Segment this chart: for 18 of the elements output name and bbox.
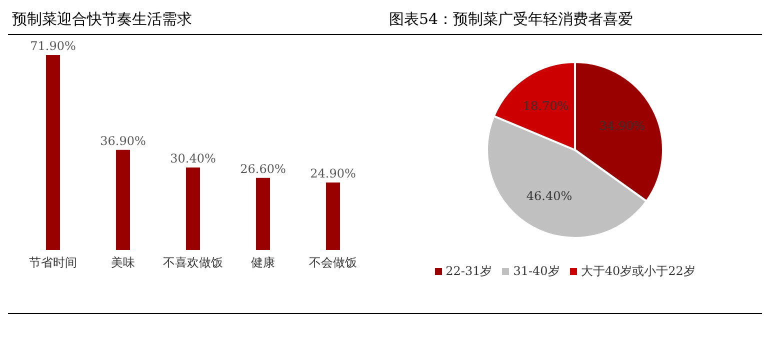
x-tick-label: 美味 — [111, 256, 135, 270]
data-label: 30.40% — [170, 152, 216, 166]
data-label: 26.60% — [240, 162, 286, 176]
chart-title: 预制菜迎合快节奏生活需求 — [8, 8, 385, 35]
data-label: 34.90% — [599, 118, 645, 133]
x-tick-label: 健康 — [251, 256, 275, 270]
data-label: 71.90% — [30, 39, 76, 53]
x-tick-label: 不会做饭 — [309, 256, 357, 270]
x-tick-label: 节省时间 — [29, 256, 77, 270]
legend-label: 22-31岁 — [446, 264, 492, 278]
data-label: 18.70% — [522, 99, 569, 114]
legend-label: 31-40岁 — [513, 264, 560, 278]
data-label: 36.90% — [100, 134, 146, 148]
chart-title: 图表54：预制菜广受年轻消费者喜爱 — [385, 8, 762, 35]
data-label: 24.90% — [310, 166, 356, 180]
x-tick-label: 不喜欢做饭 — [163, 256, 223, 270]
data-label: 46.40% — [526, 189, 572, 204]
legend-label: 大于40岁或小于22岁 — [580, 264, 696, 278]
